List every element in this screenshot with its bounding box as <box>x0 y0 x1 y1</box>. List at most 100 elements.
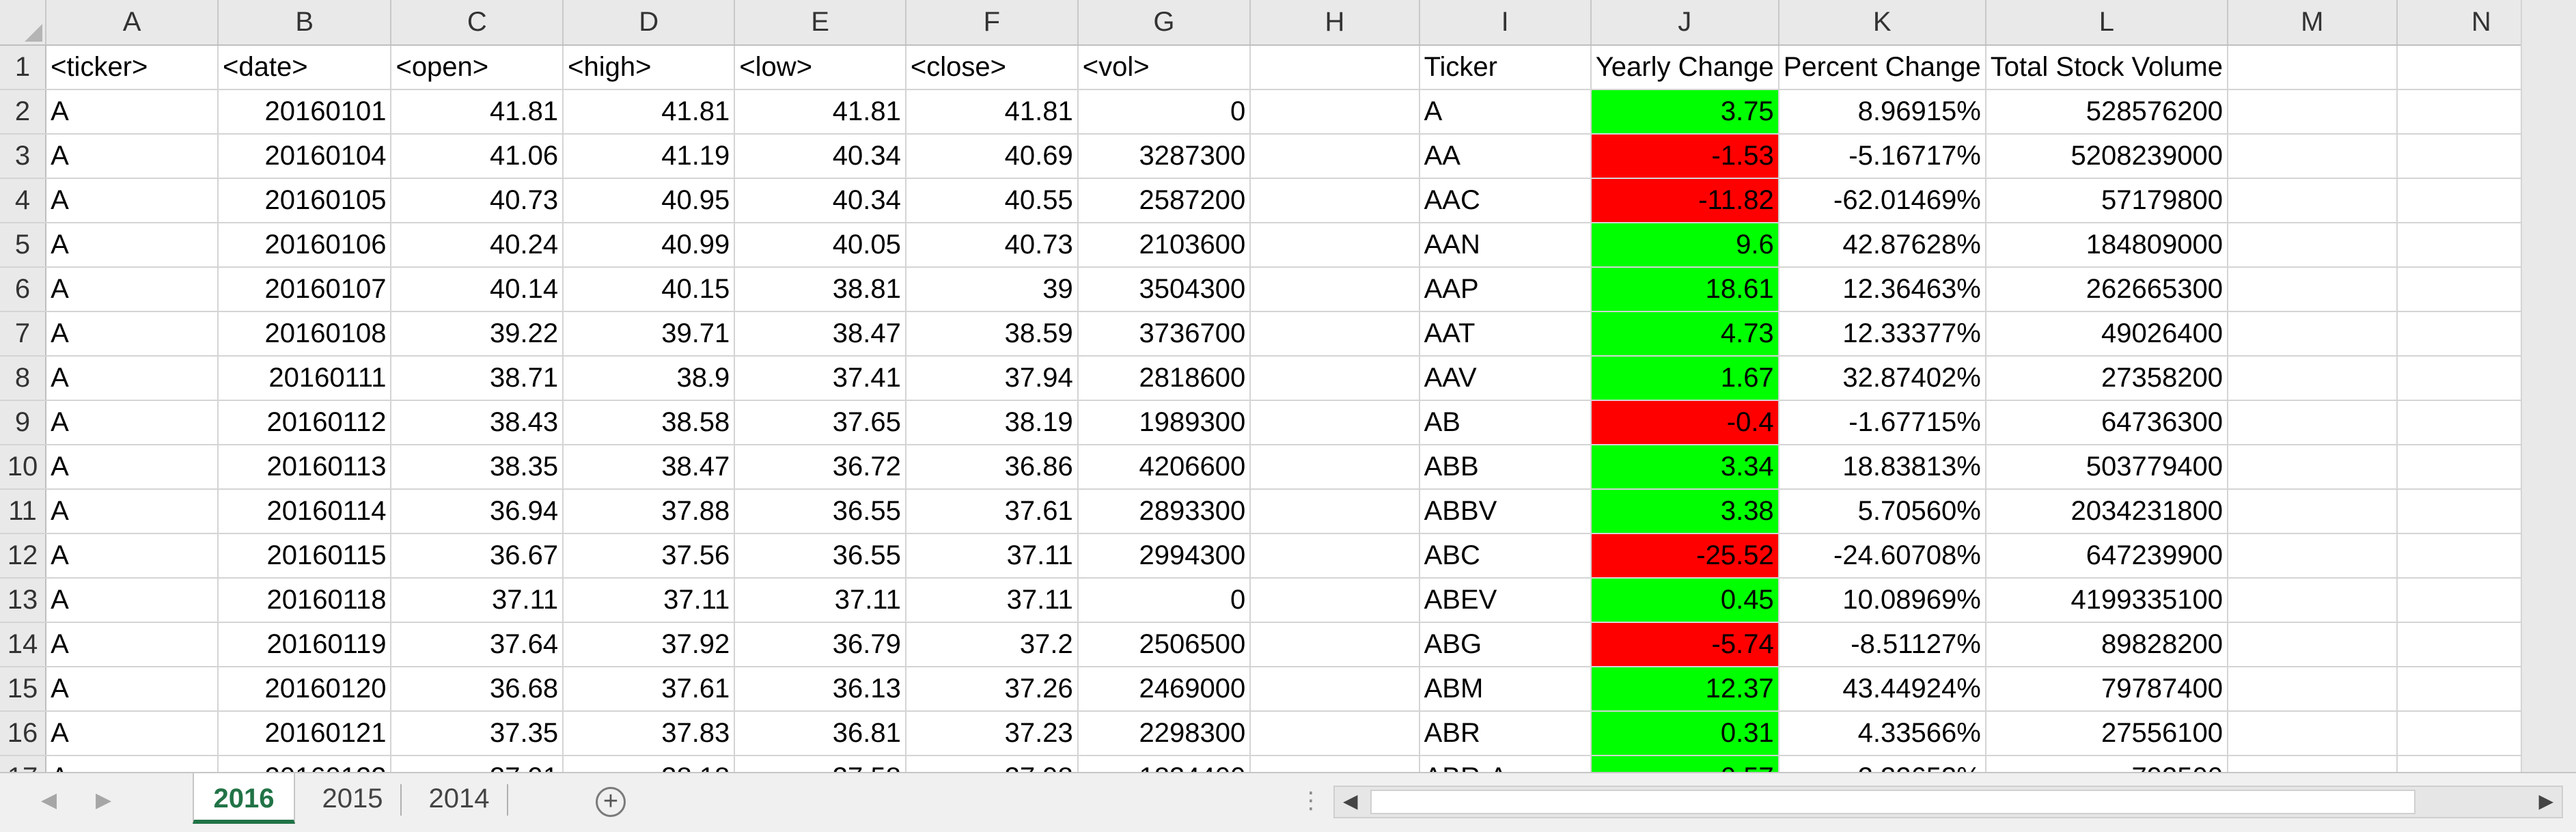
column-header-g[interactable]: G <box>1077 0 1251 46</box>
cell[interactable]: 40.55 <box>905 178 1079 223</box>
cell[interactable]: 18.83813% <box>1778 445 1986 490</box>
cell[interactable]: 37.41 <box>734 356 906 401</box>
cell[interactable]: A <box>46 489 219 534</box>
cell[interactable]: 37.2 <box>905 622 1079 667</box>
cell[interactable]: 40.69 <box>905 134 1079 179</box>
cell[interactable]: 38.71 <box>391 356 564 401</box>
cell[interactable]: 20160122 <box>218 755 392 772</box>
cell[interactable]: 27358200 <box>1985 356 2228 401</box>
column-header-k[interactable]: K <box>1778 0 1986 46</box>
cell[interactable]: 41.81 <box>905 89 1079 135</box>
cell[interactable]: A <box>46 667 219 712</box>
cell[interactable]: 37.92 <box>563 622 736 667</box>
cell[interactable]: ABEV <box>1419 578 1592 623</box>
cell[interactable]: 37.11 <box>905 533 1079 579</box>
cell[interactable]: 37.61 <box>563 667 736 712</box>
row-header[interactable]: 2 <box>0 89 47 135</box>
column-header-c[interactable]: C <box>391 0 564 46</box>
row-header[interactable]: 6 <box>0 267 47 312</box>
cell[interactable]: 20160121 <box>218 711 392 756</box>
cell[interactable]: 36.55 <box>734 489 906 534</box>
cell[interactable]: 3.34 <box>1590 445 1779 490</box>
cell[interactable]: 0.45 <box>1590 578 1779 623</box>
cell[interactable]: ABR-A <box>1419 755 1592 772</box>
cell[interactable]: ABG <box>1419 622 1592 667</box>
cell[interactable]: 1834400 <box>1077 755 1251 772</box>
scroll-right-icon[interactable]: ▶ <box>2538 790 2553 812</box>
horizontal-scrollbar-thumb[interactable] <box>1370 790 2415 814</box>
cell[interactable] <box>1250 533 1420 579</box>
cell[interactable]: AAT <box>1419 311 1592 357</box>
cell[interactable]: -8.51127% <box>1778 622 1986 667</box>
add-sheet-button[interactable]: + <box>596 787 626 817</box>
cell[interactable]: 39 <box>905 267 1079 312</box>
header-cell[interactable]: <close> <box>905 45 1079 90</box>
cell[interactable]: 49026400 <box>1985 311 2228 357</box>
cell[interactable]: AAP <box>1419 267 1592 312</box>
select-all-corner[interactable] <box>0 0 47 46</box>
cell[interactable]: 27556100 <box>1985 711 2228 756</box>
cell[interactable]: 20160118 <box>218 578 392 623</box>
cell[interactable]: 37.56 <box>563 533 736 579</box>
cell[interactable]: 3736700 <box>1077 311 1251 357</box>
cell[interactable]: 38.81 <box>734 267 906 312</box>
cell[interactable]: 37.58 <box>734 755 906 772</box>
cell[interactable] <box>1250 178 1420 223</box>
cell[interactable]: 20160106 <box>218 223 392 268</box>
cell[interactable]: -1.53 <box>1590 134 1779 179</box>
cell[interactable]: 503779400 <box>1985 445 2228 490</box>
cell[interactable]: 20160120 <box>218 667 392 712</box>
cell[interactable]: 36.72 <box>734 445 906 490</box>
cell[interactable] <box>2227 445 2398 490</box>
cell[interactable]: 5208239000 <box>1985 134 2228 179</box>
column-header-m[interactable]: M <box>2227 0 2398 46</box>
cell[interactable] <box>2227 489 2398 534</box>
column-header-b[interactable]: B <box>218 0 392 46</box>
row-header[interactable]: 10 <box>0 445 47 490</box>
column-header-e[interactable]: E <box>734 0 906 46</box>
cell[interactable]: 41.19 <box>563 134 736 179</box>
sheet-tab-2016[interactable]: 2016 <box>193 773 295 824</box>
cell[interactable]: 36.81 <box>734 711 906 756</box>
row-header[interactable]: 15 <box>0 667 47 712</box>
cell[interactable]: ABM <box>1419 667 1592 712</box>
row-header[interactable]: 5 <box>0 223 47 268</box>
cell[interactable] <box>2227 311 2398 357</box>
cell[interactable]: -11.82 <box>1590 178 1779 223</box>
cell[interactable] <box>2227 667 2398 712</box>
cell[interactable]: 37.11 <box>563 578 736 623</box>
cell[interactable]: 0 <box>1077 578 1251 623</box>
column-header-h[interactable]: H <box>1250 0 1420 46</box>
scroll-tabs-right-icon[interactable]: ▶ <box>96 789 112 812</box>
cell[interactable]: AA <box>1419 134 1592 179</box>
cell[interactable] <box>2227 578 2398 623</box>
cell[interactable]: 38.43 <box>391 400 564 445</box>
cell[interactable]: A <box>46 178 219 223</box>
column-header-f[interactable]: F <box>905 0 1079 46</box>
cell[interactable]: 37.64 <box>391 622 564 667</box>
row-header[interactable]: 17 <box>0 755 47 772</box>
cell[interactable] <box>2227 400 2398 445</box>
cell[interactable]: 64736300 <box>1985 400 2228 445</box>
cell[interactable]: A <box>46 578 219 623</box>
cell[interactable]: 0.31 <box>1590 711 1779 756</box>
row-header[interactable]: 11 <box>0 489 47 534</box>
cell[interactable]: 37.94 <box>905 356 1079 401</box>
cell[interactable]: -24.60708% <box>1778 533 1986 579</box>
cell[interactable]: 1.67 <box>1590 356 1779 401</box>
row-header[interactable]: 1 <box>0 45 47 90</box>
cell[interactable]: A <box>1419 89 1592 135</box>
cell[interactable]: 528576200 <box>1985 89 2228 135</box>
cell[interactable]: 36.79 <box>734 622 906 667</box>
cell[interactable]: 2893300 <box>1077 489 1251 534</box>
cell[interactable] <box>1250 356 1420 401</box>
cell[interactable]: 2.32653% <box>1778 755 1986 772</box>
header-cell[interactable] <box>1250 45 1420 90</box>
cell[interactable]: A <box>46 711 219 756</box>
cell[interactable]: 20160113 <box>218 445 392 490</box>
cell[interactable]: 20160104 <box>218 134 392 179</box>
header-cell[interactable]: <vol> <box>1077 45 1251 90</box>
cell[interactable]: 38.35 <box>391 445 564 490</box>
cell[interactable]: 647239900 <box>1985 533 2228 579</box>
cell[interactable]: 40.24 <box>391 223 564 268</box>
